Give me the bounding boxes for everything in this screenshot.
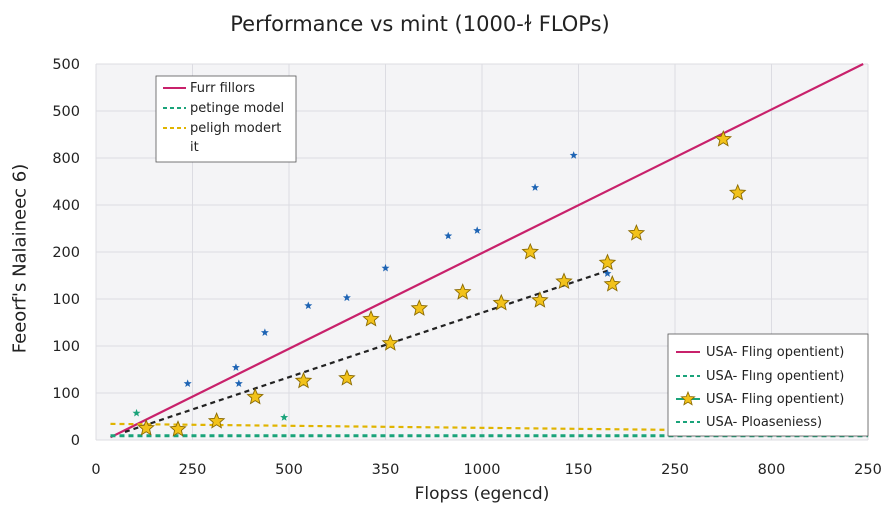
series-line-furr-fillors (109, 63, 864, 439)
gold-star-point (453, 283, 472, 300)
gold-star-point (338, 369, 356, 386)
legend-top-label: petinge model (190, 101, 284, 116)
gold-star-point (207, 412, 226, 429)
blue-points-point (381, 263, 390, 272)
y-tick-label: 100 (52, 339, 80, 355)
blue-points-point (531, 183, 540, 191)
x-tick-label: 1000 (464, 462, 501, 478)
y-tick-label: 800 (52, 151, 80, 167)
legend-bottom-label: USA- Fling opentient) (706, 345, 844, 360)
legend-top-label: Furr fillors (190, 81, 255, 96)
legend-bottom-label: USA- Fling opentient) (706, 392, 844, 407)
legend-bottom-box (667, 333, 869, 437)
gold-star-point (531, 291, 549, 308)
green-points-point (280, 413, 289, 421)
gold-star-point (627, 224, 646, 241)
gold-star-point (521, 242, 540, 260)
x-tick-label: 150 (565, 462, 593, 478)
gold-star-point (137, 419, 155, 436)
blue-points-point (444, 231, 453, 240)
x-tick-label: 250 (854, 462, 882, 478)
blue-points-point (342, 293, 351, 302)
gold-star-point (555, 272, 573, 289)
legend-top-box (155, 75, 297, 163)
y-tick-label: 500 (52, 57, 80, 73)
gold-star-point (169, 420, 187, 437)
series-line-fit-black (124, 269, 608, 433)
y-tick-label: 0 (71, 433, 80, 449)
legend-bottom-label: USA- Ploaseniess) (706, 415, 822, 430)
blue-points-point (260, 328, 269, 336)
legend-bottom-star (680, 390, 696, 406)
gold-star-point (362, 309, 380, 327)
legend-bottom-label: USA- Flıng opentient) (706, 369, 844, 384)
gold-star-point (410, 299, 429, 316)
y-tick-label: 200 (52, 245, 80, 261)
y-tick-label: 100 (52, 386, 80, 402)
x-tick-label: 0 (91, 462, 100, 478)
gold-star-point (492, 293, 511, 311)
x-tick-label: 500 (275, 462, 303, 478)
blue-points-point (569, 151, 578, 159)
x-tick-label: 350 (372, 462, 400, 478)
x-tick-label: 800 (758, 462, 786, 478)
green-points-point (132, 408, 141, 417)
x-axis-label: Flopss (egencd) (414, 484, 550, 504)
gold-star-point (246, 387, 264, 405)
blue-points-point (231, 363, 240, 371)
gold-star-point (714, 130, 733, 147)
y-tick-label: 400 (52, 198, 80, 214)
y-tick-label: 100 (52, 292, 80, 308)
chart-title: Performance vs mint (1000-ɫ FLOPs) (230, 12, 610, 36)
blue-points-point (304, 301, 313, 310)
gold-star-point (294, 371, 313, 389)
blue-points-point (183, 379, 192, 387)
x-tick-label: 250 (179, 462, 207, 478)
blue-points-point (603, 269, 612, 277)
gold-star-point (598, 253, 617, 271)
gold-star-point (381, 334, 400, 351)
blue-points-point (234, 379, 243, 387)
y-tick-label: 500 (52, 104, 80, 120)
legend-top-label-cont: it (190, 140, 199, 155)
x-tick-label: 250 (661, 462, 689, 478)
legend-top-label: peligh modert (190, 121, 281, 136)
gold-star-point (728, 183, 747, 201)
blue-points-point (473, 226, 482, 234)
gold-star-point (603, 275, 622, 292)
